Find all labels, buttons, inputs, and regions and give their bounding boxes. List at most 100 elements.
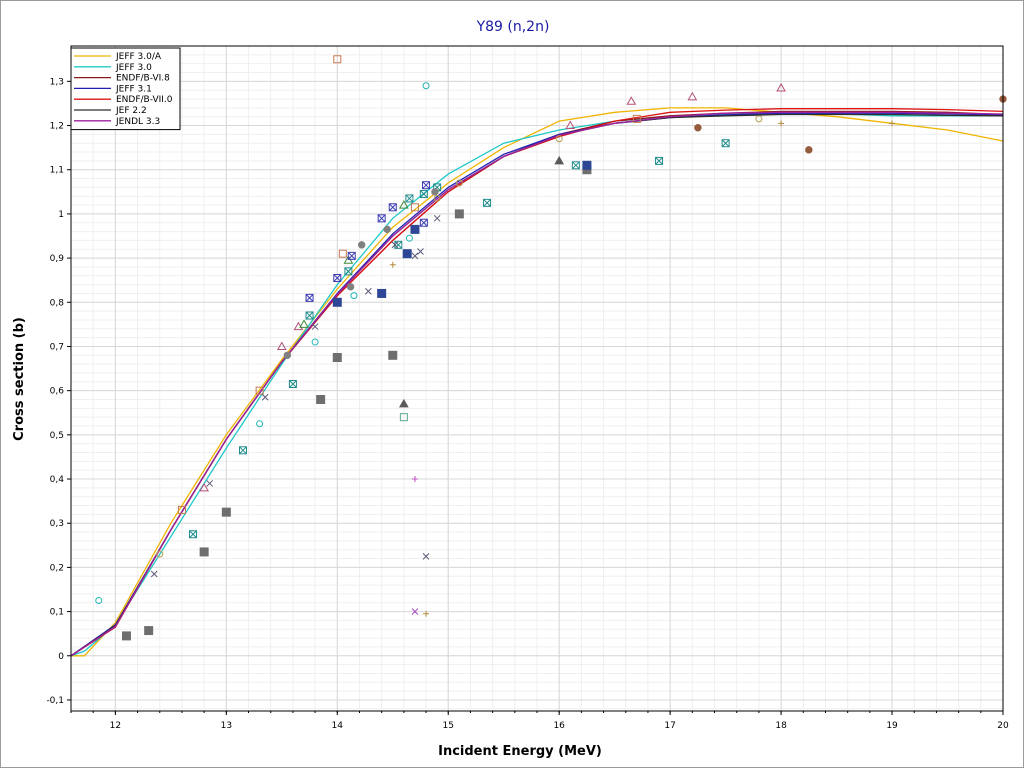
data-point-x [364, 287, 372, 295]
series-line [71, 107, 1004, 657]
data-point-square-cross [483, 198, 492, 207]
data-point-square-cross-x [189, 530, 197, 539]
data-point-square-cross-x [419, 190, 428, 198]
data-point-square-cross [344, 267, 353, 276]
x-tick-label: 12 [110, 721, 121, 731]
data-point-square-cross-x [419, 218, 428, 227]
series-lines [70, 107, 1004, 657]
y-tick-label: 0,9 [50, 254, 65, 264]
legend-label: JEFF 3.0 [115, 63, 152, 73]
x-tick-label: 20 [997, 721, 1009, 731]
data-point-triangle-open [276, 341, 287, 350]
x-tick-label: 16 [553, 721, 565, 731]
data-point-square-cross-x [289, 380, 297, 388]
data-point-circle-open [405, 234, 413, 242]
data-point-circle-open [95, 597, 103, 605]
x-tick-label: 13 [221, 721, 232, 731]
data-point-square-cross-x [239, 446, 247, 455]
data-point-square-cross [333, 273, 342, 282]
data-point-plus [778, 120, 785, 127]
data-point-square-filled [121, 631, 131, 641]
data-point-square-filled [388, 350, 398, 360]
data-point-square-cross-x [333, 274, 342, 282]
data-point-square-cross-x [483, 199, 491, 207]
data-point-triangle-open [565, 120, 576, 130]
data-point-square-open [177, 505, 186, 514]
x-tick-label: 15 [443, 721, 454, 731]
data-point-circle-open [555, 135, 563, 143]
y-tick-label: 1,2 [50, 122, 64, 132]
data-point-square-cross-x [344, 267, 353, 276]
x-axis-label: Incident Energy (MeV) [438, 744, 602, 759]
data-point-square-cross [405, 194, 414, 203]
data-point-x [422, 552, 430, 560]
y-tick-label: -0,1 [46, 696, 64, 706]
x-tick-label: 19 [886, 721, 898, 731]
data-point-square-cross [419, 190, 428, 199]
legend-label: ENDF/B-VI.8 [116, 74, 170, 84]
data-point-square-open [255, 386, 264, 395]
y-tick-label: 0,6 [50, 387, 65, 397]
y-tick-label: 1 [58, 210, 64, 220]
data-point-circle-open [755, 115, 763, 123]
data-point-triangle-open [398, 200, 409, 209]
data-point-x [391, 241, 399, 249]
data-point-triangle-open [687, 91, 698, 101]
data-point-x [311, 323, 319, 330]
data-point-x [150, 570, 158, 578]
data-point-circle-filled [431, 188, 439, 196]
data-point-circle-open [311, 338, 319, 346]
data-point-circle-filled [283, 351, 292, 360]
data-point-triangle-filled [398, 398, 409, 408]
x-tick-label: 14 [332, 721, 344, 731]
data-point-square-cross [419, 218, 428, 227]
y-tick-label: 0 [58, 652, 64, 662]
data-point-triangle-open [199, 482, 210, 492]
y-tick-label: 0,4 [50, 475, 65, 485]
data-point-square-cross [238, 446, 247, 455]
axis-ticks [67, 80, 1004, 715]
legend-label: JEFF 3.0/A [115, 52, 162, 62]
legend-label: JENDL 3.3 [115, 117, 160, 127]
data-point-circle-filled [357, 241, 366, 249]
data-point-circle-open [433, 194, 441, 202]
legend-label: JEFF 3.1 [115, 84, 152, 94]
data-point-square-cross-x [571, 161, 580, 170]
grid-major [71, 46, 1004, 711]
legend-label: JEF 2.2 [115, 106, 147, 116]
data-point-circle-filled [805, 146, 813, 154]
data-point-square-cross [571, 161, 580, 170]
y-tick-label: 0,8 [50, 298, 65, 308]
data-point-circle-filled [346, 283, 355, 291]
data-point-plus [423, 610, 430, 617]
data-point-square-cross [189, 530, 198, 539]
plot-border [70, 45, 1004, 712]
data-point-square-cross-x [721, 139, 730, 148]
data-point-circle-open [256, 420, 264, 428]
data-point-square-cross-x [305, 294, 314, 302]
data-point-plus [411, 476, 418, 483]
data-point-square-filled [454, 209, 464, 219]
x-tick-label: 17 [664, 721, 675, 731]
data-point-square-cross-x [655, 157, 663, 165]
data-point-square-open [333, 55, 342, 64]
data-point-circle-open [422, 82, 430, 90]
data-point-square-filled [402, 249, 412, 259]
y-tick-label: 0,2 [50, 563, 64, 573]
x-tick-label: 18 [775, 721, 787, 731]
data-point-square-cross-x [305, 311, 314, 320]
data-point-square-cross [422, 181, 431, 190]
data-point-circle-filled [694, 124, 702, 132]
data-point-triangle-filled [554, 155, 565, 165]
data-point-triangle-open [626, 96, 637, 105]
data-point-square-filled [582, 160, 592, 170]
data-point-square-cross-x [394, 240, 403, 249]
data-point-square-cross [388, 203, 397, 212]
y-tick-label: 0,5 [50, 431, 64, 441]
y-tick-label: 0,1 [50, 608, 64, 618]
data-point-square-cross-x [405, 194, 414, 203]
data-point-x [411, 252, 419, 260]
